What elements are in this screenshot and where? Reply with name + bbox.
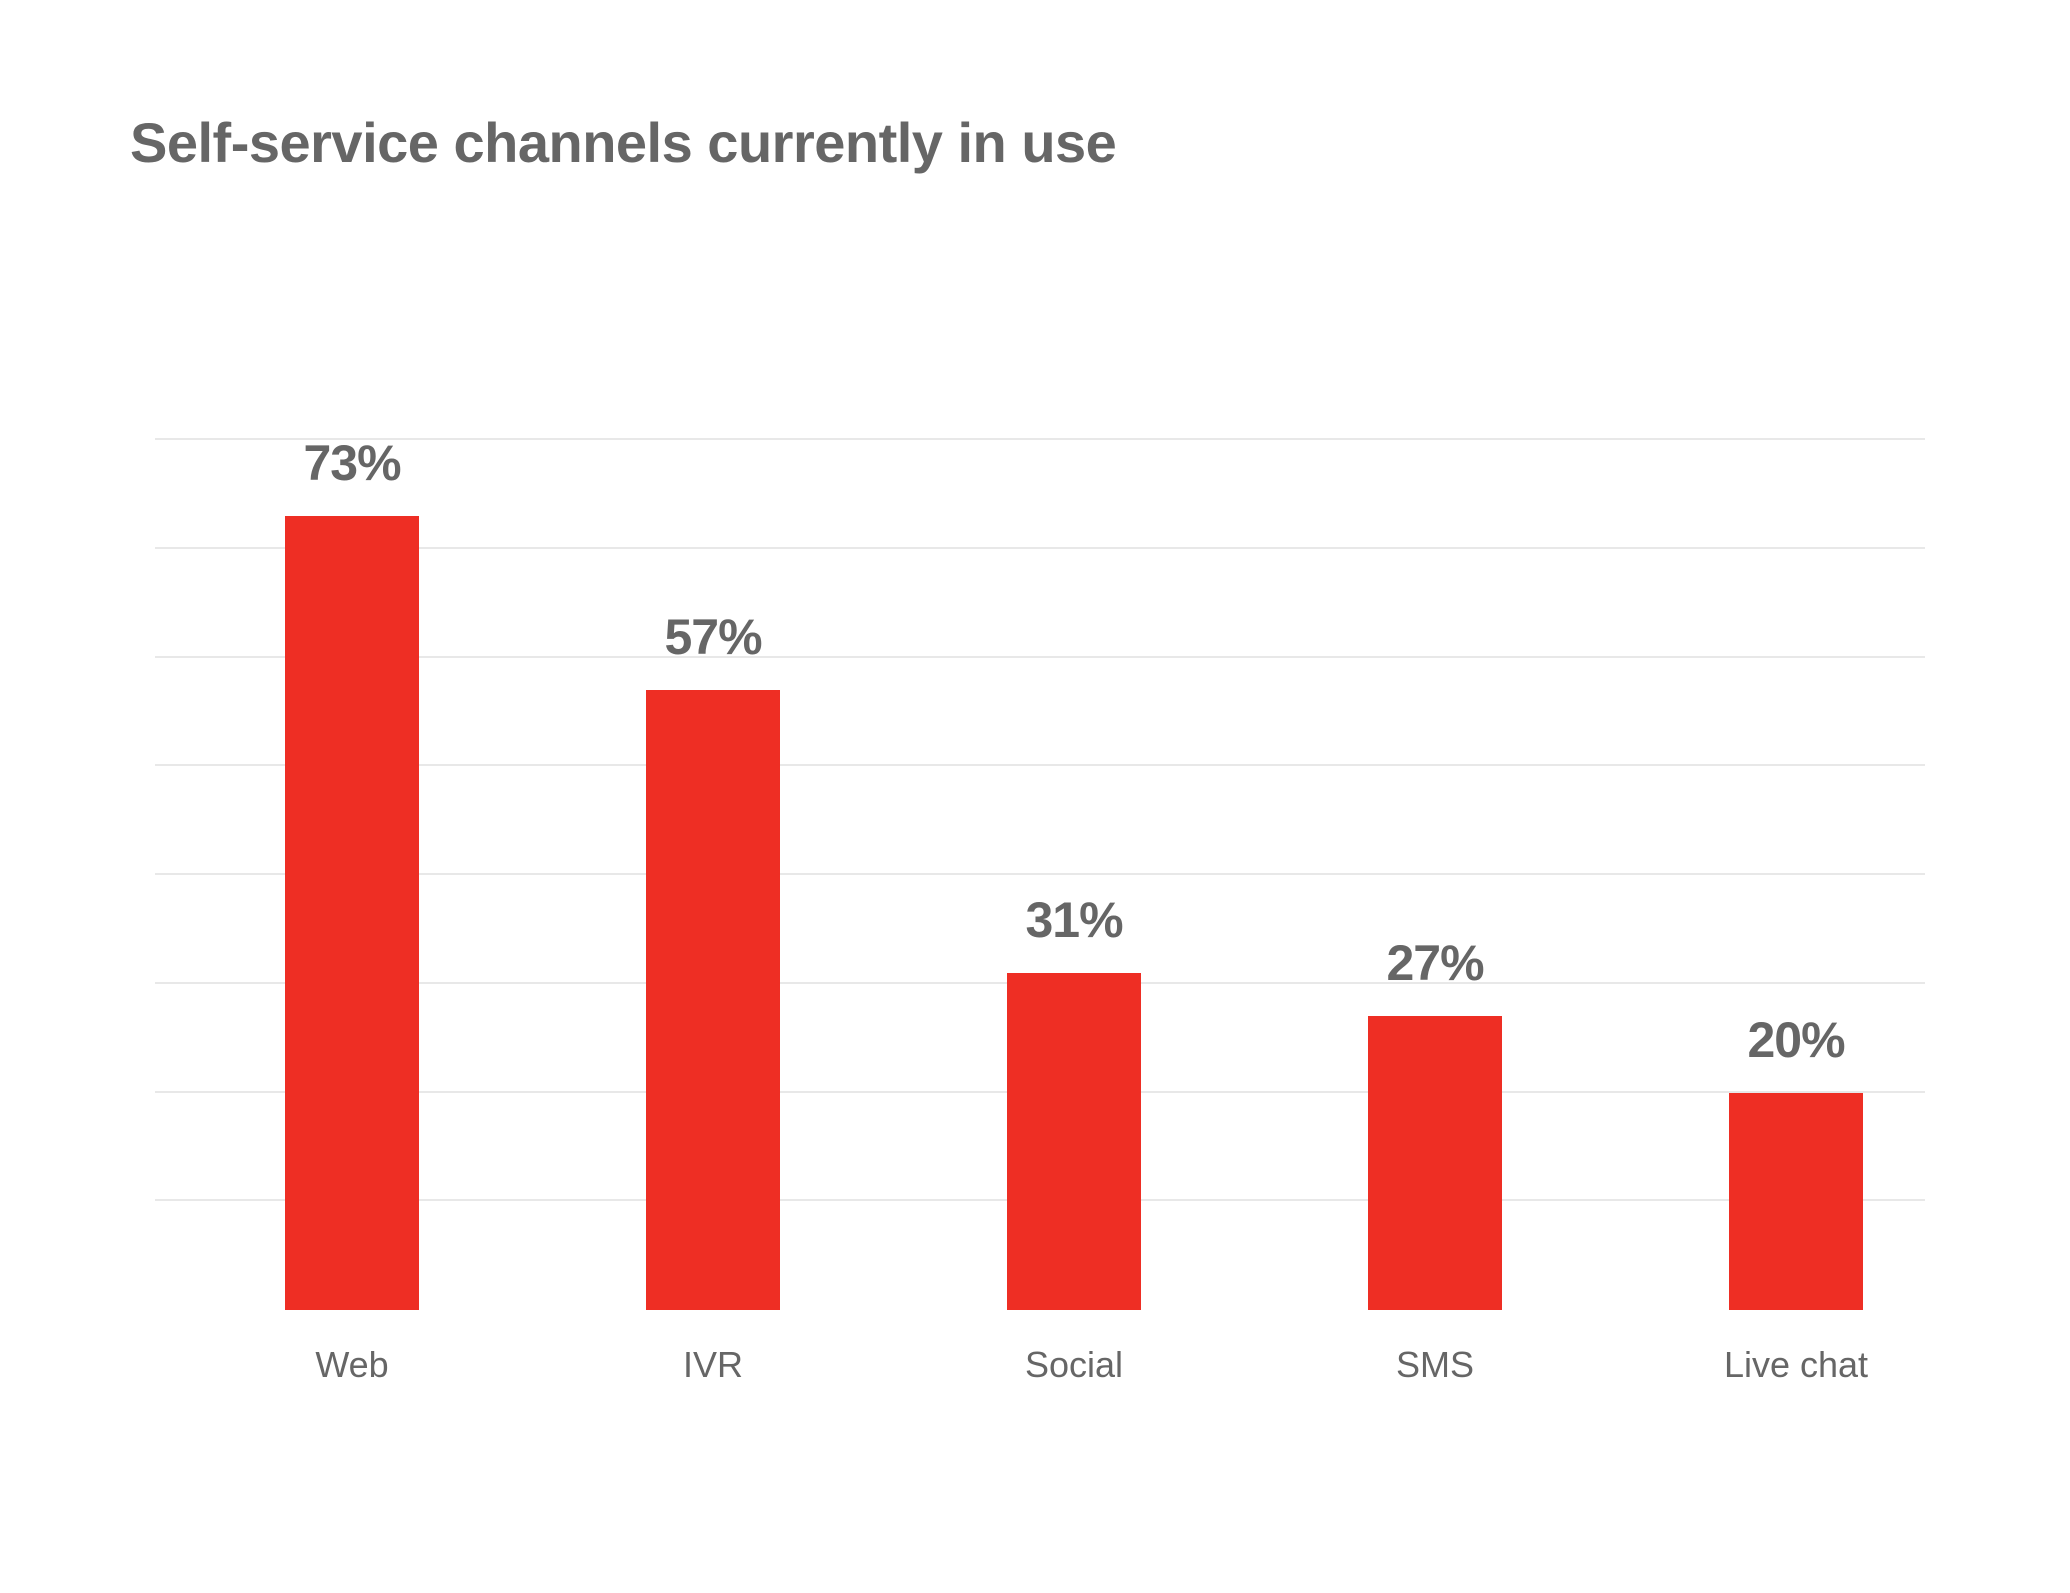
- chart-bar-sms: 27%SMS: [1368, 1016, 1502, 1310]
- chart-bar-category-label: SMS: [1285, 1344, 1585, 1386]
- chart-bar-social: 31%Social: [1007, 973, 1141, 1310]
- chart-bar-rect: [646, 690, 780, 1310]
- chart-bar-category-label: IVR: [563, 1344, 863, 1386]
- chart-bar-category-label: Live chat: [1646, 1344, 1946, 1386]
- chart-bar-value-label: 31%: [924, 891, 1224, 949]
- chart-container: Self-service channels currently in use 7…: [0, 0, 2070, 1593]
- chart-bar-rect: [1729, 1093, 1863, 1311]
- chart-bar-value-label: 20%: [1646, 1011, 1946, 1069]
- chart-plot-wrap: 73%Web 57%IVR 31%Social 27%SMS 20%Live chat: [155, 440, 1925, 1310]
- chart-bars-layer: 73%Web 57%IVR 31%Social 27%SMS 20%Live chat: [155, 440, 1925, 1310]
- chart-bar-category-label: Web: [202, 1344, 502, 1386]
- chart-bar-value-label: 73%: [202, 434, 502, 492]
- chart-bar-rect: [1007, 973, 1141, 1310]
- chart-bar-web: 73%Web: [285, 516, 419, 1310]
- chart-bar-value-label: 57%: [563, 608, 863, 666]
- chart-bar-ivr: 57%IVR: [646, 690, 780, 1310]
- chart-bar-rect: [285, 516, 419, 1310]
- chart-bar-value-label: 27%: [1285, 934, 1585, 992]
- chart-bar-category-label: Social: [924, 1344, 1224, 1386]
- chart-plot-area: 73%Web 57%IVR 31%Social 27%SMS 20%Live chat: [155, 440, 1925, 1310]
- chart-title: Self-service channels currently in use: [130, 110, 1990, 175]
- chart-bar-live-chat: 20%Live chat: [1729, 1093, 1863, 1311]
- chart-bar-rect: [1368, 1016, 1502, 1310]
